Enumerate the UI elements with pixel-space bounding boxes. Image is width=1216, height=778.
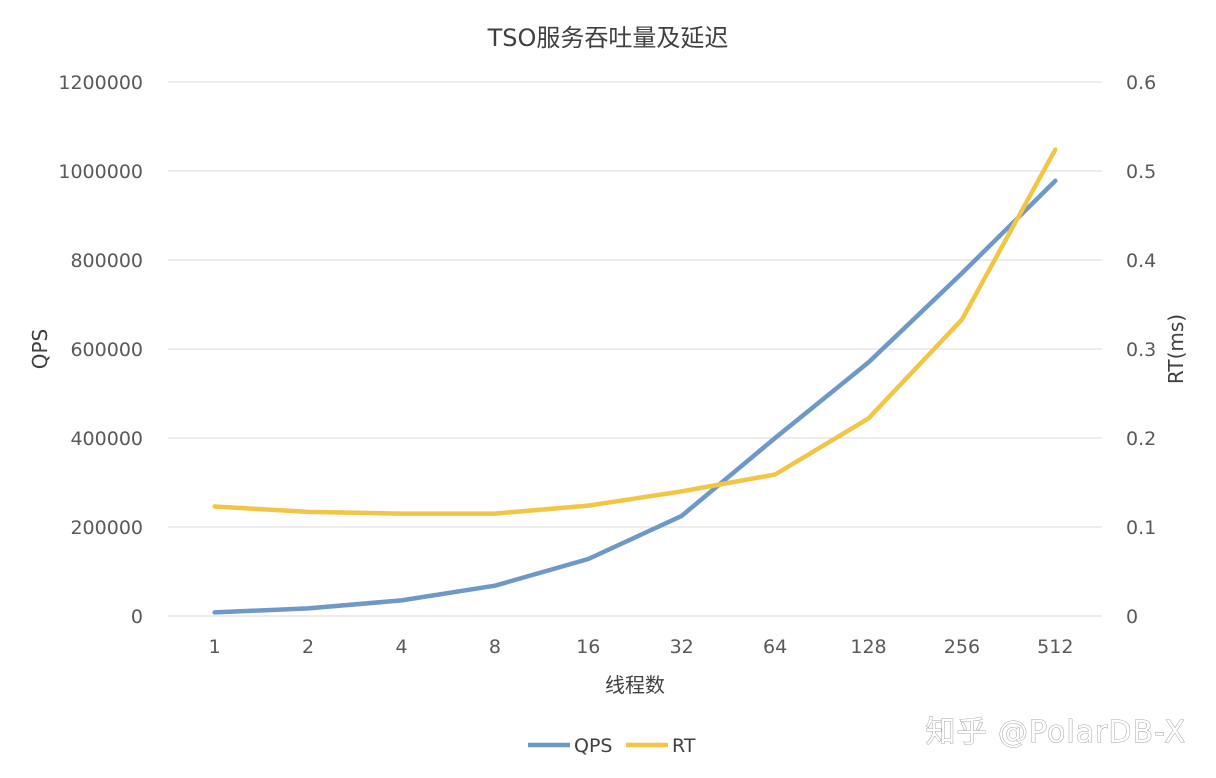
y2-tick-label: 0.2 xyxy=(1126,428,1156,450)
x-tick-label: 256 xyxy=(944,636,980,658)
x-tick-label: 8 xyxy=(489,636,501,658)
y2-tick-label: 0.3 xyxy=(1126,339,1156,361)
x-axis-title: 线程数 xyxy=(605,673,665,697)
y-tick-label: 0 xyxy=(131,606,143,628)
y-tick-label: 200000 xyxy=(70,517,143,539)
series-lines xyxy=(212,147,1058,615)
series-line-qps xyxy=(212,178,1058,615)
y2-tick-label: 0.5 xyxy=(1126,161,1156,183)
x-tick-label: 32 xyxy=(670,636,694,658)
x-tick-label: 1 xyxy=(209,636,221,658)
y-tick-label: 800000 xyxy=(70,250,143,272)
y2-tick-label: 0 xyxy=(1126,606,1138,628)
x-tick-label: 4 xyxy=(395,636,407,658)
legend-label-rt: RT xyxy=(672,735,696,757)
grid xyxy=(168,81,1102,617)
y-tick-label: 400000 xyxy=(70,428,143,450)
x-tick-label: 2 xyxy=(302,636,314,658)
y2-tick-label: 0.4 xyxy=(1126,250,1156,272)
x-axis: 1 2 4 8 16 32 64 128 256 512 xyxy=(209,636,1074,658)
legend-label-qps: QPS xyxy=(574,735,612,757)
x-tick-label: 64 xyxy=(763,636,787,658)
y-axis-title: QPS xyxy=(28,329,52,370)
y-axis-left: 0 200000 400000 600000 800000 1000000 1200000 xyxy=(58,72,143,628)
legend: QPS RT xyxy=(528,735,696,757)
y2-axis-title: RT(ms) xyxy=(1164,314,1188,384)
chart-title: TSO服务吞吐量及延迟 xyxy=(487,24,729,52)
y-tick-label: 1200000 xyxy=(58,72,143,94)
y2-tick-label: 0.1 xyxy=(1126,517,1156,539)
y2-tick-label: 0.6 xyxy=(1126,72,1156,94)
watermark: 知乎 @PolarDB-X xyxy=(925,715,1186,750)
x-tick-label: 128 xyxy=(850,636,886,658)
x-tick-label: 512 xyxy=(1037,636,1073,658)
y-tick-label: 600000 xyxy=(70,339,143,361)
y-tick-label: 1000000 xyxy=(58,161,143,183)
y-axis-right: 0 0.1 0.2 0.3 0.4 0.5 0.6 xyxy=(1126,72,1156,628)
series-line-rt xyxy=(212,147,1058,516)
x-tick-label: 16 xyxy=(576,636,600,658)
